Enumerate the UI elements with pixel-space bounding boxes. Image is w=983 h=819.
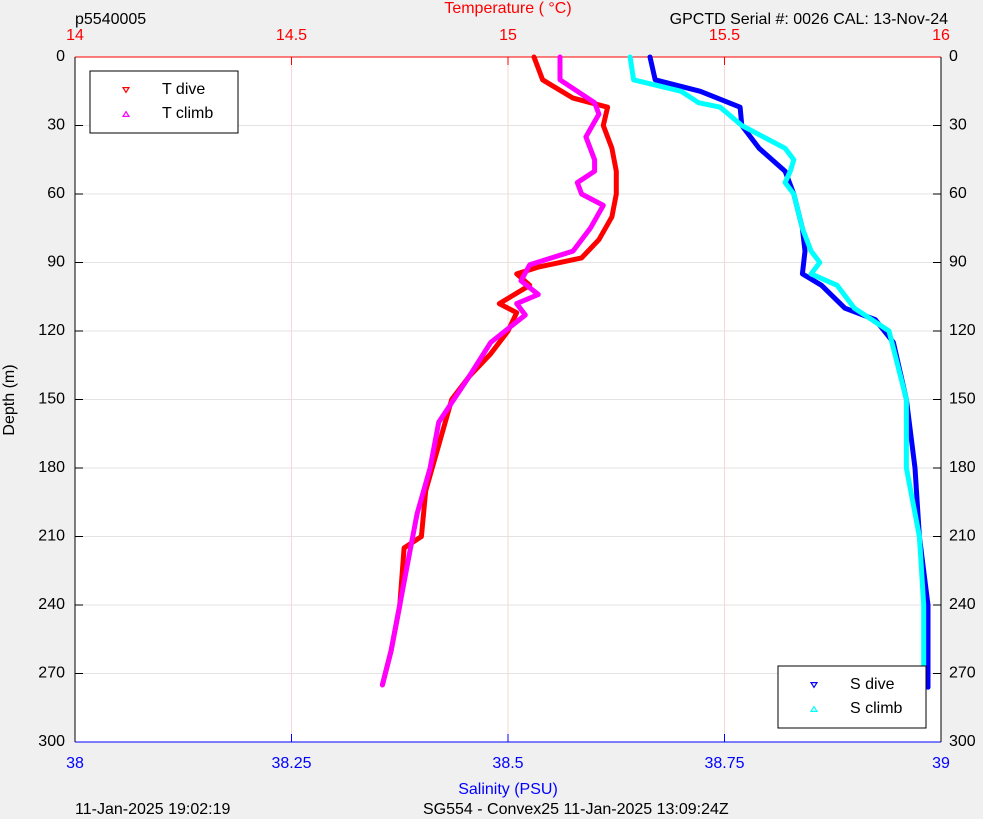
footer-left: 11-Jan-2025 19:02:19 — [75, 801, 230, 818]
y2-tick-label: 210 — [949, 528, 976, 545]
title-right: GPCTD Serial #: 0026 CAL: 13-Nov-24 — [670, 11, 948, 28]
legend-marker — [809, 705, 819, 712]
y2-tick-label: 180 — [949, 459, 976, 476]
y-tick-label: 150 — [38, 391, 65, 408]
y-tick-label: 240 — [38, 596, 65, 613]
x-tick-label: 38.25 — [271, 755, 311, 772]
y-tick-label: 270 — [38, 665, 65, 682]
y-tick-label: 180 — [38, 459, 65, 476]
y-tick-label: 30 — [47, 117, 65, 134]
y-tick-label: 60 — [47, 185, 65, 202]
legend-label: S climb — [850, 700, 903, 717]
y-tick-label: 120 — [38, 322, 65, 339]
y2-tick-label: 120 — [949, 322, 976, 339]
x-tick-label: 39 — [932, 755, 950, 772]
x2-tick-label: 15.5 — [709, 27, 740, 44]
y-tick-label: 0 — [56, 48, 65, 65]
legend-box — [777, 665, 927, 729]
series-line — [647, 54, 931, 690]
legend-marker — [809, 682, 819, 689]
y2-tick-label: 0 — [949, 48, 958, 65]
x-tick-label: 38 — [66, 755, 84, 772]
x2-tick-label: 14.5 — [276, 27, 307, 44]
y2-tick-label: 150 — [949, 391, 976, 408]
y2-tick-label: 60 — [949, 185, 967, 202]
footer-right: SG554 - Convex25 11-Jan-2025 13:09:24Z — [423, 801, 729, 818]
x2-tick-label: 16 — [932, 27, 950, 44]
series-line — [627, 54, 927, 688]
legend-marker — [121, 87, 131, 94]
y-tick-label: 210 — [38, 528, 65, 545]
y-axis-label: Depth (m) — [1, 364, 18, 435]
x-tick-label: 38.5 — [492, 755, 523, 772]
y2-tick-label: 300 — [949, 733, 976, 750]
x-axis-label: Salinity (PSU) — [458, 781, 558, 798]
y-tick-label: 90 — [47, 254, 65, 271]
x2-tick-label: 14 — [66, 27, 84, 44]
x-tick-label: 38.75 — [704, 755, 744, 772]
legend-label: T dive — [162, 81, 205, 98]
x2-tick-label: 15 — [499, 27, 517, 44]
series-line — [379, 54, 606, 688]
legend-label: S dive — [850, 676, 895, 693]
legend-label: T climb — [162, 105, 213, 122]
title-left: p5540005 — [75, 11, 146, 28]
y-tick-label: 300 — [38, 733, 65, 750]
y2-tick-label: 240 — [949, 596, 976, 613]
x2-axis-label: Temperature ( °C) — [444, 0, 571, 17]
y2-tick-label: 90 — [949, 254, 967, 271]
y2-tick-label: 30 — [949, 117, 967, 134]
legend-marker — [121, 110, 131, 117]
y2-tick-label: 270 — [949, 665, 976, 682]
legend-box — [89, 70, 239, 134]
